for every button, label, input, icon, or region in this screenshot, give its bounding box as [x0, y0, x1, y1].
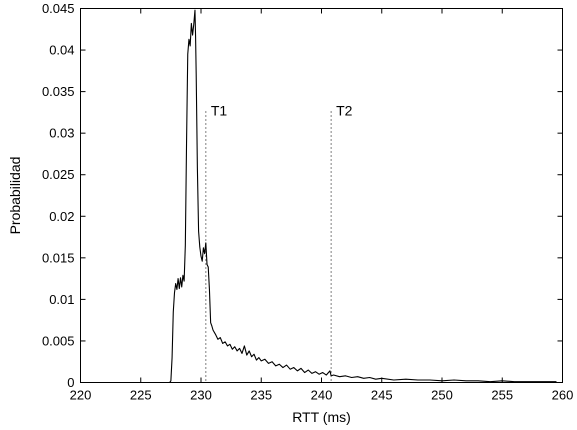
threshold-label-t2: T2	[336, 103, 353, 119]
x-tick-label: 255	[491, 388, 513, 403]
threshold-annotations: T1 T2	[205, 103, 353, 383]
x-tick-label: 235	[250, 388, 272, 403]
y-tick-label: 0.02	[49, 209, 74, 224]
x-tick-label: 240	[311, 388, 333, 403]
x-tick-label: 230	[190, 388, 212, 403]
x-tick-label: 220	[70, 388, 92, 403]
x-axis-label: RTT (ms)	[292, 409, 351, 425]
y-tick-label: 0.04	[49, 43, 74, 58]
y-tick-label: 0.035	[42, 84, 75, 99]
y-tick-label: 0.025	[42, 167, 75, 182]
y-axis-label: Probabilidad	[7, 157, 23, 235]
y-tick-label: 0.03	[49, 126, 74, 141]
x-tick-label: 225	[130, 388, 152, 403]
x-tick-label: 260	[552, 388, 574, 403]
threshold-label-t1: T1	[211, 103, 228, 119]
y-tick-label: 0.045	[42, 1, 75, 16]
y-tick-label: 0.005	[42, 333, 75, 348]
x-tick-label: 245	[371, 388, 393, 403]
axis-tick-labels: 220 225 230 235 240 245 250 255 260 0 0.005 0.01 0.0…	[42, 1, 573, 403]
x-tick-label: 250	[431, 388, 453, 403]
y-tick-label: 0.015	[42, 250, 75, 265]
y-tick-label: 0	[67, 375, 74, 390]
data-series	[80, 9, 557, 384]
plot-frame	[80, 8, 563, 383]
probability-series-line	[80, 9, 557, 384]
y-tick-label: 0.01	[49, 292, 74, 307]
